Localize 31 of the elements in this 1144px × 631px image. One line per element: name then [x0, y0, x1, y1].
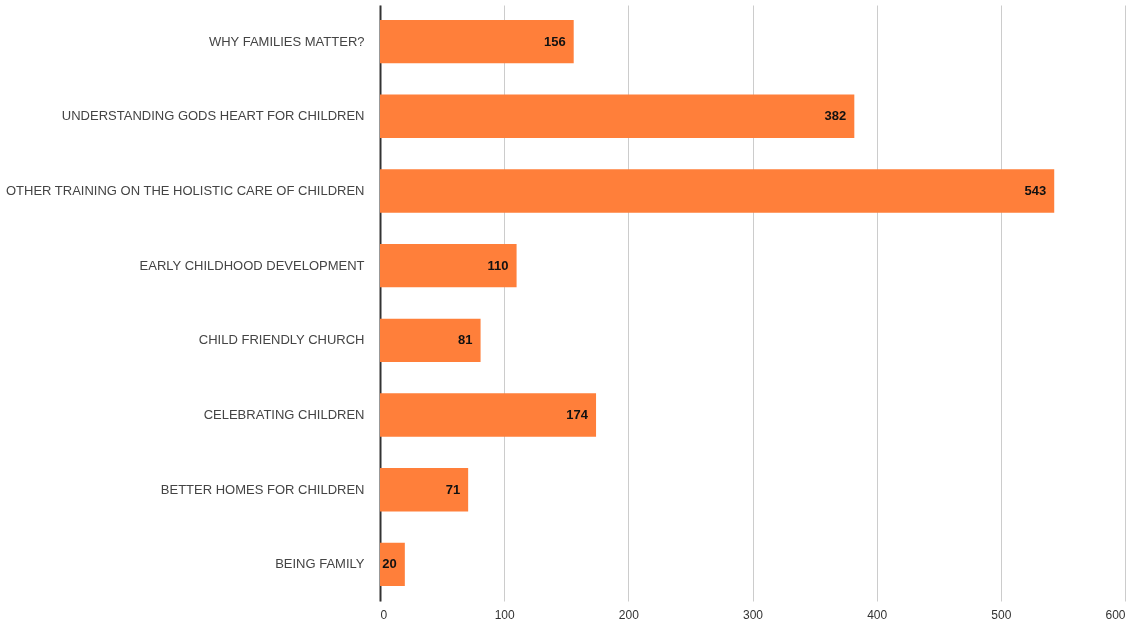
bar: [380, 19, 574, 64]
y-tick-label: CHILD FRIENDLY CHURCH: [198, 332, 365, 348]
x-tick-label: 100: [494, 607, 515, 622]
data-label: 110: [487, 257, 509, 273]
x-tick-label: 600: [1105, 607, 1126, 622]
y-tick-label: BETTER HOMES FOR CHILDREN: [160, 481, 365, 497]
y-tick-label: OTHER TRAINING ON THE HOLISTIC CARE OF CHILDREN: [5, 182, 365, 198]
y-tick-label: BEING FAMILY: [275, 556, 365, 572]
data-label: 20: [382, 556, 397, 572]
bar: [380, 468, 469, 512]
x-tick-label: 500: [991, 607, 1012, 622]
y-tick-label: EARLY CHILDHOOD DEVELOPMENT: [139, 257, 365, 273]
x-tick-label: 200: [618, 607, 640, 622]
bar: [380, 169, 1055, 213]
x-tick-label: 400: [867, 607, 888, 622]
x-tick-label: 300: [742, 607, 764, 622]
data-label: 71: [445, 481, 461, 497]
data-label: 382: [824, 108, 847, 124]
y-tick-label: WHY FAMILIES MATTER?: [208, 33, 365, 49]
y-tick-label: CELEBRATING CHILDREN: [203, 407, 365, 423]
bar: [380, 94, 855, 138]
data-label: 174: [566, 407, 589, 423]
data-label: 543: [1024, 182, 1047, 198]
data-label: 156: [544, 33, 566, 49]
bar: [380, 393, 597, 437]
data-label: 81: [458, 332, 473, 348]
bar: [380, 244, 517, 288]
y-tick-label: UNDERSTANDING GODS HEART FOR CHILDREN: [61, 108, 365, 124]
bar: [380, 542, 405, 587]
x-tick-label: 0: [380, 607, 388, 622]
bar: [380, 318, 481, 362]
